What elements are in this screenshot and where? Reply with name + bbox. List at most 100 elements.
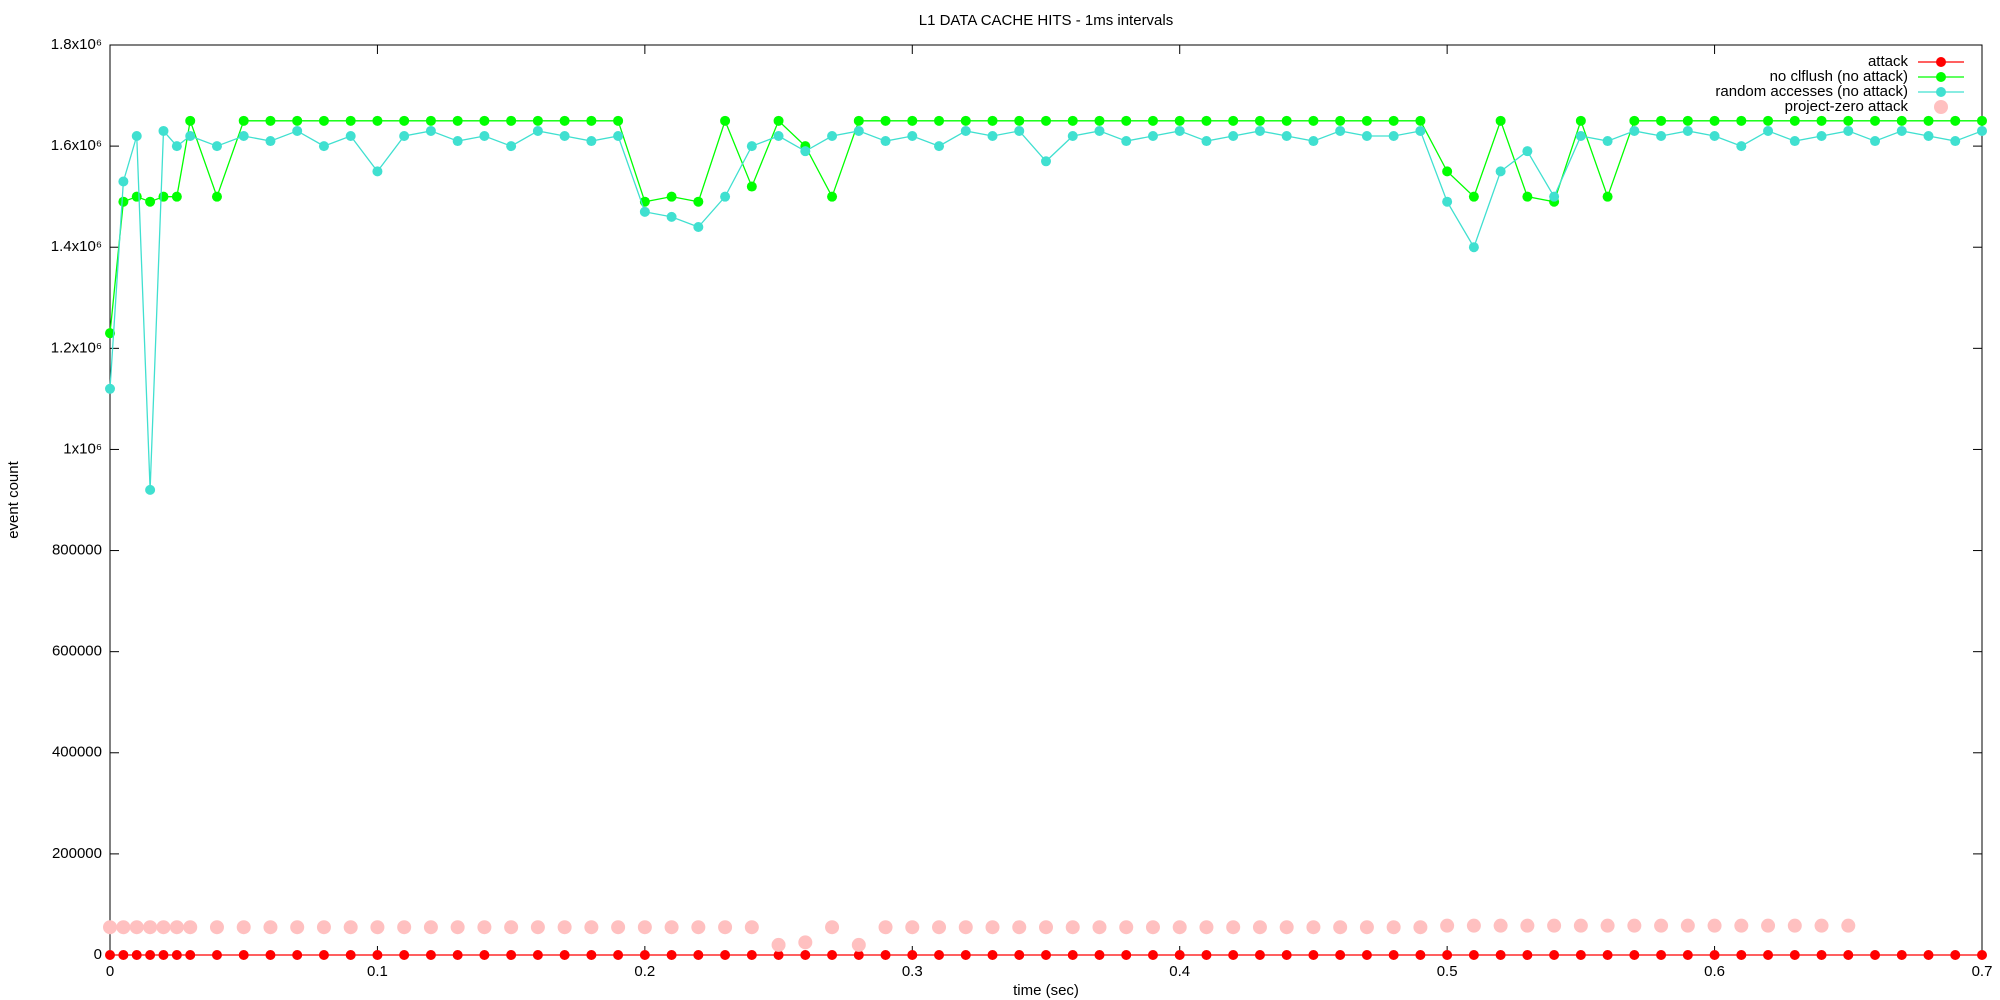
data-point [1174, 950, 1185, 960]
data-point [397, 920, 412, 935]
data-point [1199, 920, 1214, 935]
data-point [1629, 115, 1640, 126]
data-point [586, 136, 597, 147]
data-point [145, 484, 156, 495]
data-point [211, 191, 222, 202]
data-point [1495, 166, 1506, 177]
data-point [211, 950, 222, 960]
data-point [118, 950, 129, 960]
y-axis-label: event count [5, 460, 22, 538]
data-point [1549, 191, 1560, 202]
data-point [613, 950, 624, 960]
data-point [880, 950, 891, 960]
data-point [1573, 918, 1588, 933]
data-point [1442, 196, 1453, 207]
data-point [345, 115, 356, 126]
data-point [1950, 136, 1961, 147]
x-tick-label: 0.2 [634, 963, 655, 980]
data-point [1522, 950, 1533, 960]
data-point [720, 191, 731, 202]
data-point [131, 131, 142, 141]
data-point [720, 115, 731, 126]
legend-marker [1936, 72, 1946, 82]
data-point [693, 222, 704, 232]
data-point [292, 115, 303, 126]
data-point [773, 950, 784, 960]
data-point [118, 176, 129, 187]
data-point [827, 191, 838, 202]
data-point [1174, 125, 1185, 136]
data-point [1121, 115, 1132, 126]
data-point [586, 115, 597, 126]
data-point [932, 920, 947, 935]
data-point [1520, 918, 1535, 933]
data-point [1041, 156, 1051, 167]
data-point [211, 141, 222, 152]
data-point [1522, 146, 1533, 157]
data-point [746, 141, 757, 152]
data-point [263, 920, 278, 935]
data-point [1092, 920, 1107, 935]
data-point [1977, 115, 1987, 126]
data-point [853, 115, 864, 126]
y-tick-label: 1.8x10⁶ [51, 36, 102, 53]
data-point [1014, 115, 1025, 126]
data-point [987, 131, 998, 141]
data-point [1495, 115, 1506, 126]
data-point [370, 920, 385, 935]
data-point [1656, 131, 1667, 141]
data-point [744, 920, 759, 935]
data-point [372, 166, 383, 177]
data-point [1896, 125, 1907, 136]
data-point [1870, 950, 1881, 960]
data-point [613, 131, 624, 141]
data-point [1627, 918, 1642, 933]
data-point [1388, 131, 1399, 141]
data-point [1361, 950, 1372, 960]
data-point [292, 125, 303, 136]
data-point [1843, 950, 1854, 960]
data-point [1709, 950, 1720, 960]
data-point [158, 950, 169, 960]
data-point [1977, 950, 1987, 960]
data-point [1709, 115, 1720, 126]
data-point [1736, 115, 1747, 126]
data-point [1736, 141, 1747, 152]
data-point [1147, 950, 1158, 960]
data-point [853, 125, 864, 136]
data-point [1841, 918, 1856, 933]
data-point [1709, 131, 1720, 141]
legend-label: no clflush (no attack) [1770, 68, 1908, 85]
data-point [425, 115, 436, 126]
data-point [1012, 920, 1027, 935]
data-point [1923, 950, 1934, 960]
data-point [450, 920, 465, 935]
data-point [1041, 950, 1051, 960]
data-point [1682, 115, 1693, 126]
data-point [1468, 191, 1479, 202]
data-point [372, 950, 383, 960]
data-point [1415, 115, 1426, 126]
data-point [1067, 950, 1078, 960]
data-point [1094, 950, 1105, 960]
data-point [105, 950, 115, 960]
data-point [1201, 115, 1212, 126]
data-point [1359, 920, 1374, 935]
y-tick-label: 200000 [52, 845, 102, 862]
data-point [265, 115, 276, 126]
data-point [1575, 115, 1586, 126]
data-point [479, 950, 490, 960]
data-point [1386, 920, 1401, 935]
data-point [639, 206, 650, 217]
data-point [1468, 950, 1479, 960]
data-point [345, 950, 356, 960]
data-point [1014, 125, 1025, 136]
data-point [1308, 136, 1319, 147]
data-point [1816, 131, 1827, 141]
data-point [158, 125, 169, 136]
data-point [452, 136, 463, 147]
data-point [666, 191, 677, 202]
legend-label: attack [1868, 53, 1909, 70]
data-point [1923, 115, 1934, 126]
data-point [1789, 115, 1800, 126]
